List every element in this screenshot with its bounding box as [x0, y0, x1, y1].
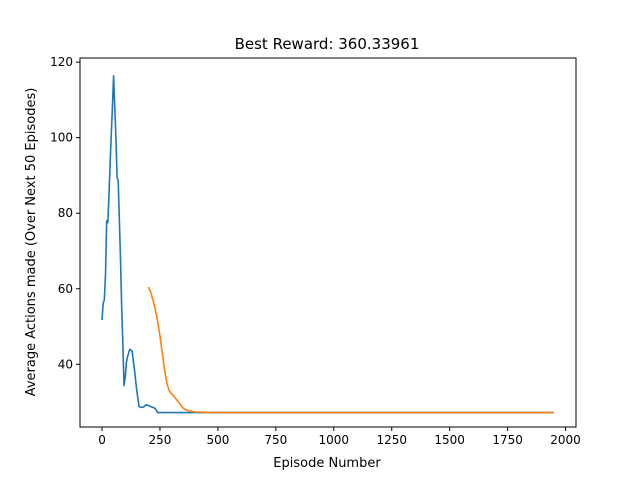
x-tick-label: 1000 [319, 433, 350, 447]
chart-title: Best Reward: 360.33961 [235, 35, 420, 53]
y-tick-label: 40 [58, 357, 73, 371]
x-tick-label: 1750 [492, 433, 523, 447]
series-line-1 [101, 75, 554, 414]
x-axis-label: Episode Number [273, 456, 381, 471]
y-tick-label: 100 [50, 131, 73, 145]
x-tick-label: 500 [206, 433, 229, 447]
x-tick-label: 1500 [434, 433, 465, 447]
plot-area: 0 250 500 750 1000 1250 1500 1750 2000 40 60 80 100 1… [50, 55, 581, 447]
axes-frame [79, 57, 577, 428]
x-tick-label: 0 [98, 433, 106, 447]
x-tick-label: 2000 [550, 433, 581, 447]
x-tick-label: 1250 [376, 433, 407, 447]
y-tick-label: 120 [50, 55, 73, 69]
series-line-2 [147, 286, 554, 414]
y-tick-label: 80 [58, 206, 73, 220]
x-tick-label: 750 [264, 433, 287, 447]
y-axis-label: Average Actions made (Over Next 50 Episo… [24, 88, 39, 397]
x-tick-label: 250 [149, 433, 172, 447]
y-tick-label: 60 [58, 282, 73, 296]
